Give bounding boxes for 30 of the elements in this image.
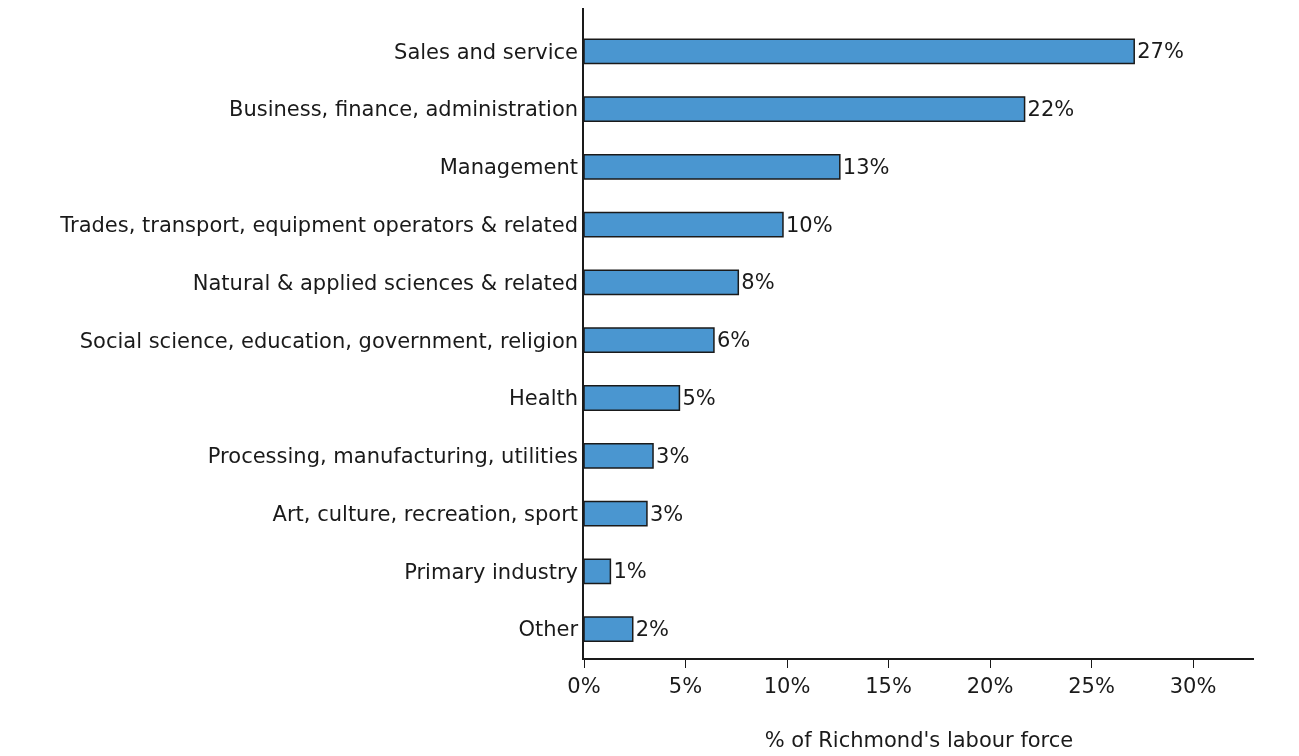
y-tick-label: Natural & applied sciences & related xyxy=(192,270,579,295)
y-tick-label: Processing, manufacturing, utilities xyxy=(207,444,579,469)
y-tick-label: Trades, transport, equipment operators & related xyxy=(59,213,579,238)
data-label: 27% xyxy=(1137,39,1184,64)
y-tick-label: Other xyxy=(518,617,579,642)
data-label: 10% xyxy=(785,212,833,237)
x-tick-label: 25% xyxy=(1068,673,1115,698)
y-tick-label: Art, culture, recreation, sport xyxy=(272,501,579,526)
y-tick-label: Sales and service xyxy=(394,39,579,64)
x-tick-label: 20% xyxy=(966,673,1014,698)
data-label: 2% xyxy=(635,617,670,642)
x-tick-label: 15% xyxy=(865,673,912,698)
x-axis-title: % of Richmond's labour force xyxy=(764,727,1074,752)
data-label: 22% xyxy=(1027,97,1075,122)
data-label: 5% xyxy=(682,386,716,410)
data-label: 8% xyxy=(741,270,775,295)
y-tick-label: Primary industry xyxy=(404,559,579,584)
data-label: 3% xyxy=(649,501,684,526)
x-tick-label: 10% xyxy=(763,673,811,698)
x-tick-label: 30% xyxy=(1169,673,1217,698)
data-label: 13% xyxy=(842,154,890,179)
data-label: 3% xyxy=(656,443,690,468)
y-tick-label: Health xyxy=(509,386,579,411)
data-label: 1% xyxy=(613,559,647,584)
x-tick-label: 0% xyxy=(567,673,601,698)
y-tick-label: Social science, education, government, religion xyxy=(79,328,579,353)
y-tick-label: Management xyxy=(439,155,579,180)
y-tick-label: Business, finance, administration xyxy=(229,97,579,122)
x-tick-label: 5% xyxy=(668,673,703,698)
data-label: 6% xyxy=(716,328,751,353)
